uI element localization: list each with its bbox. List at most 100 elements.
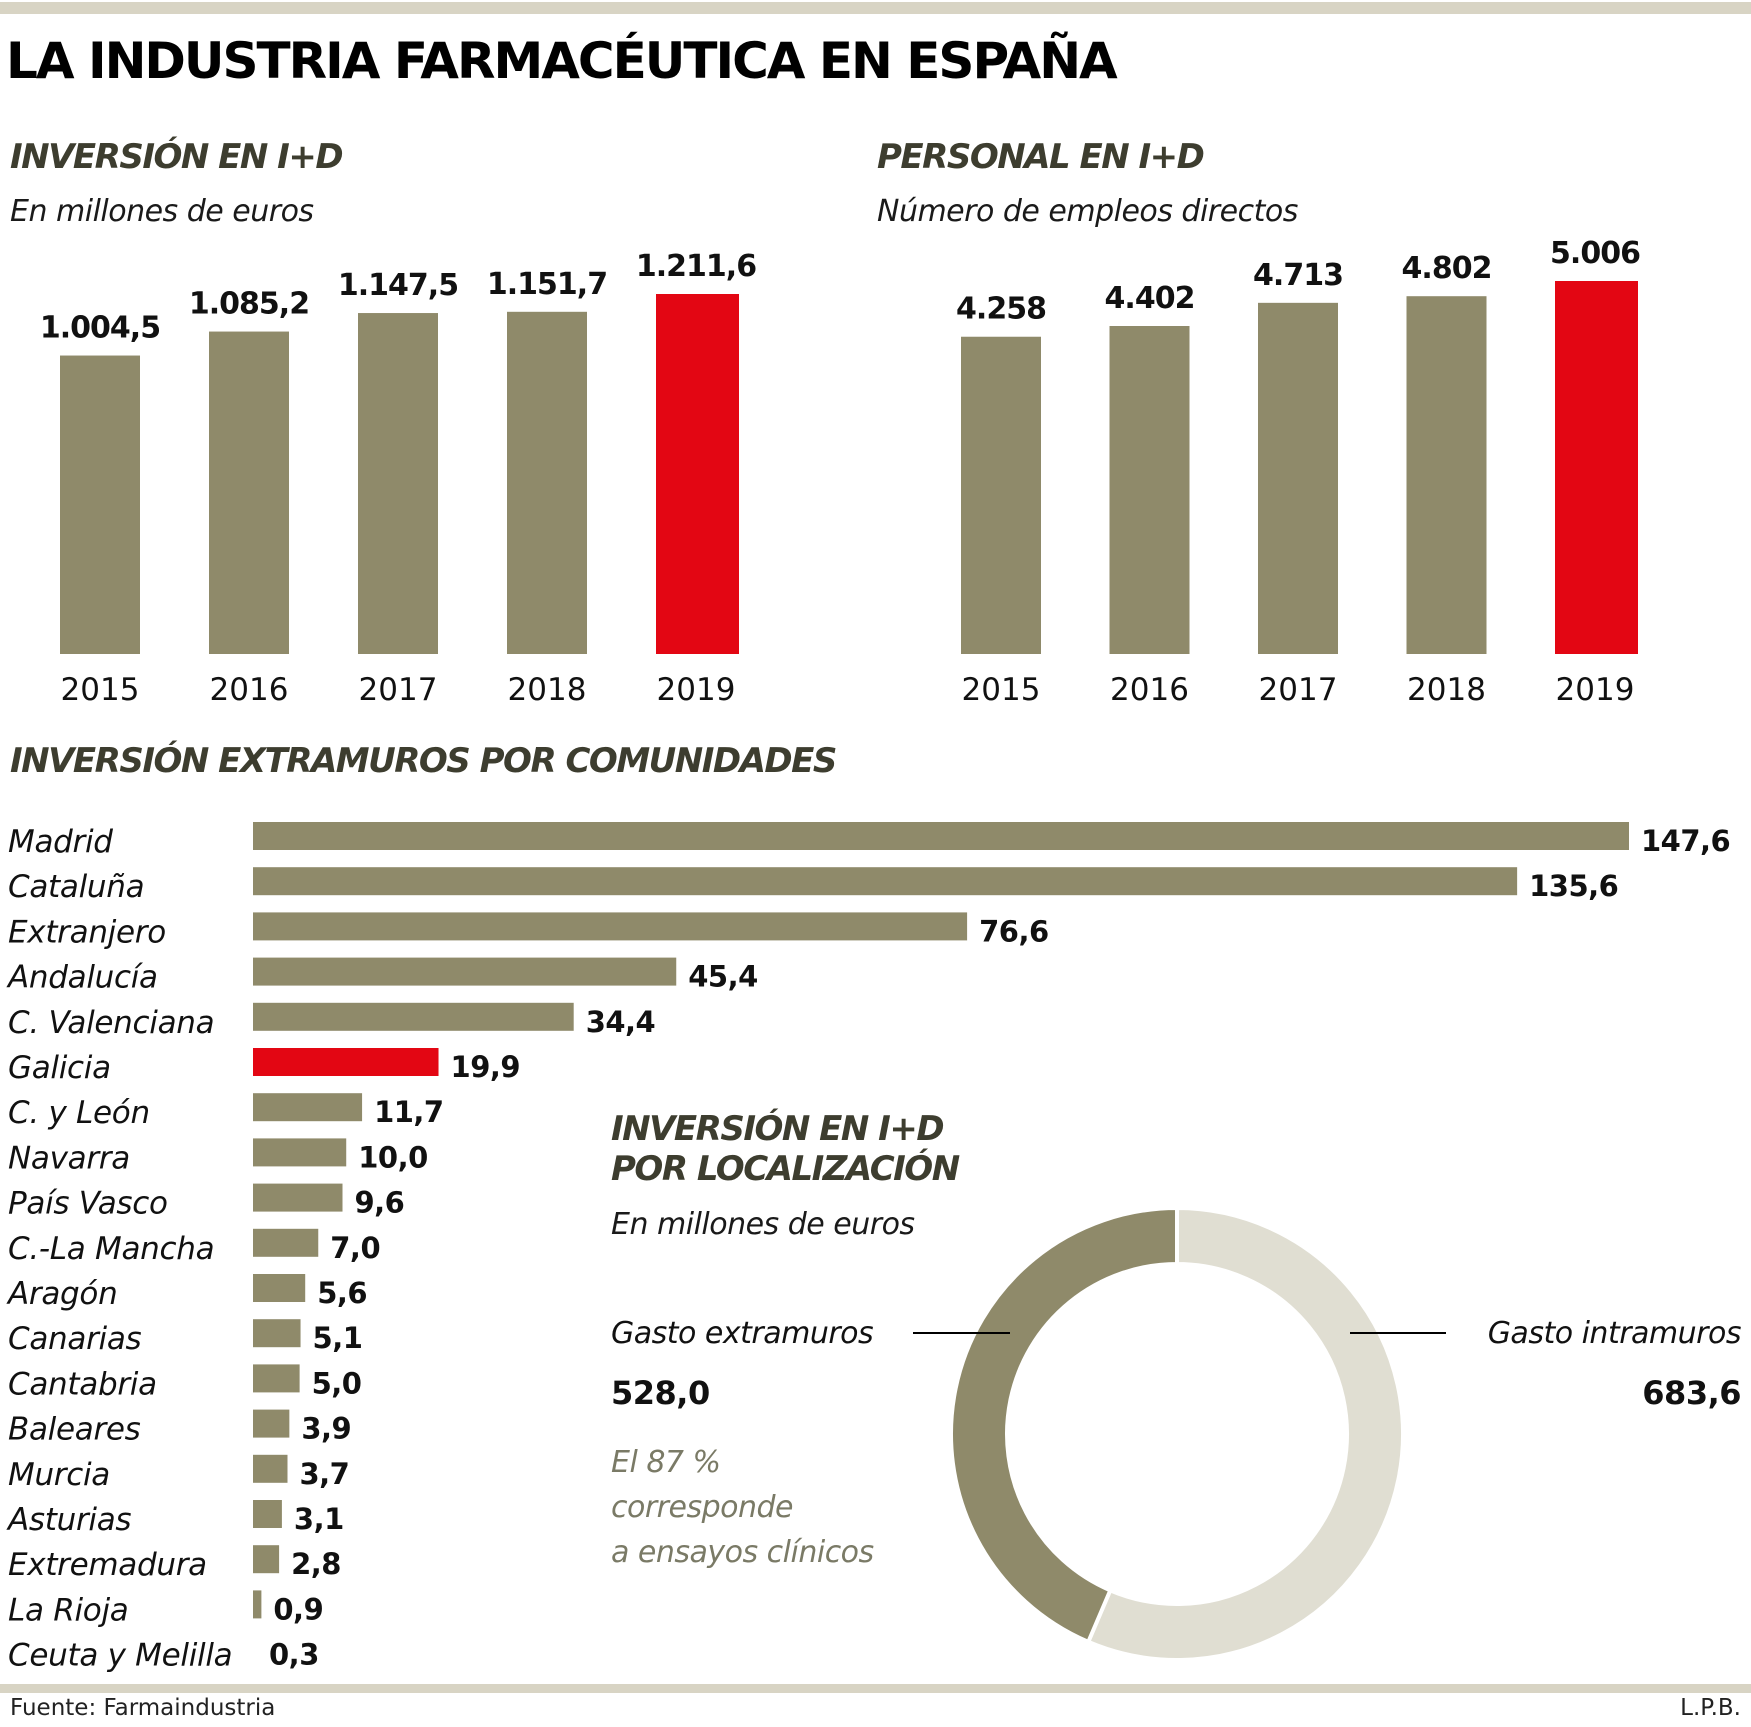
region-value: 11,7 [374, 1095, 444, 1129]
region-label: Andalucía [6, 960, 158, 996]
region-value: 19,9 [451, 1050, 521, 1084]
region-bar-madrid [253, 822, 1629, 850]
region-label: Murcia [8, 1457, 110, 1493]
inversion-year-label: 2015 [61, 672, 140, 708]
region-value: 147,6 [1641, 824, 1730, 858]
region-bar-asturias [253, 1500, 282, 1528]
region-value: 0,3 [269, 1638, 319, 1672]
inversion-year-label: 2017 [359, 672, 438, 708]
personal-bar-2018 [1406, 296, 1487, 654]
region-value: 10,0 [358, 1140, 428, 1174]
region-value: 5,0 [312, 1366, 362, 1400]
region-bar-andaluc-a [253, 957, 677, 986]
inversion-year-label: 2018 [508, 672, 587, 708]
region-bar-catalu-a [253, 867, 1518, 896]
inversion-bar-2017 [358, 313, 438, 654]
region-label: Aragón [6, 1276, 117, 1312]
inversion-subtitle: En millones de euros [10, 194, 314, 229]
personal-bar-2016 [1109, 326, 1190, 654]
inversion-bar-2019 [656, 294, 739, 654]
inversion-value-label: 1.151,7 [487, 267, 607, 302]
extramuros-value: 528,0 [611, 1374, 710, 1412]
region-bar-cantabria [253, 1364, 300, 1393]
region-bar-c-la-mancha [253, 1228, 319, 1257]
region-value: 0,9 [273, 1592, 323, 1626]
region-bar-pa-s-vasco [253, 1183, 343, 1212]
region-label: Navarra [8, 1140, 130, 1176]
region-label: País Vasco [8, 1186, 168, 1222]
personal-value-label: 5.006 [1550, 236, 1640, 271]
region-value: 5,1 [313, 1321, 363, 1355]
region-value: 7,0 [330, 1231, 380, 1265]
personal-year-label: 2019 [1556, 672, 1635, 708]
top-rule [0, 2, 1751, 14]
region-value: 9,6 [354, 1186, 404, 1220]
page-title: LA INDUSTRIA FARMACÉUTICA EN ESPAÑA [6, 32, 1118, 90]
region-label: Asturias [6, 1502, 131, 1538]
region-value: 135,6 [1529, 869, 1618, 903]
inversion-year-label: 2016 [210, 672, 289, 708]
inversion-bar-2016 [209, 331, 289, 654]
region-label: Extranjero [8, 914, 166, 950]
region-label: Baleares [8, 1412, 141, 1448]
region-bar-baleares [253, 1409, 290, 1438]
region-bar-c-y-le-n [253, 1093, 363, 1122]
inversion-value-label: 1.004,5 [40, 311, 160, 346]
inversion-value-label: 1.147,5 [338, 268, 458, 303]
inversion-value-label: 1.211,6 [636, 249, 756, 284]
region-value: 3,1 [294, 1502, 344, 1536]
region-bar-arag-n [253, 1274, 306, 1302]
personal-year-label: 2016 [1110, 672, 1189, 708]
region-label: C. Valenciana [8, 1005, 214, 1041]
region-label: Cataluña [8, 869, 144, 905]
region-value: 3,7 [299, 1457, 349, 1491]
personal-bar-2019 [1555, 281, 1638, 654]
region-bar-murcia [253, 1454, 288, 1483]
personal-bar-2017 [1258, 302, 1338, 654]
credit: L.P.B. [1680, 1695, 1741, 1721]
personal-subtitle: Número de empleos directos [877, 194, 1298, 229]
region-value: 45,4 [688, 960, 758, 994]
personal-bar-2015 [961, 336, 1041, 654]
inversion-year-label: 2019 [657, 672, 736, 708]
inversion-value-label: 1.085,2 [189, 287, 309, 322]
personal-value-label: 4.802 [1402, 251, 1492, 286]
personal-value-label: 4.713 [1253, 258, 1343, 293]
personal-value-label: 4.402 [1105, 281, 1195, 316]
region-label: C. y León [8, 1095, 150, 1131]
clinical-trials-note: corresponde [611, 1490, 793, 1525]
personal-year-label: 2017 [1259, 672, 1338, 708]
region-label: Extremadura [8, 1547, 207, 1583]
personal-year-label: 2018 [1407, 672, 1486, 708]
comunidades-title: INVERSIÓN EXTRAMUROS POR COMUNIDADES [10, 741, 837, 781]
region-bar-la-rioja [253, 1590, 262, 1619]
personal-title: PERSONAL EN I+D [877, 137, 1205, 177]
region-label: Ceuta y Melilla [8, 1638, 232, 1674]
region-value: 3,9 [301, 1412, 351, 1446]
localizacion-subtitle: En millones de euros [611, 1207, 915, 1242]
region-value: 5,6 [317, 1276, 367, 1310]
source-note: Fuente: Farmaindustria [10, 1695, 276, 1721]
personal-value-label: 4.258 [956, 292, 1046, 327]
personal-year-label: 2015 [962, 672, 1041, 708]
inversion-title: INVERSIÓN EN I+D [10, 137, 344, 177]
region-bar-canarias [253, 1319, 301, 1348]
region-bar-galicia [253, 1048, 439, 1076]
donut-slice-extramuros [949, 1205, 1179, 1645]
localizacion-title-1: INVERSIÓN EN I+D [611, 1109, 945, 1149]
region-label: C.-La Mancha [8, 1231, 214, 1267]
bottom-rule [0, 1684, 1751, 1693]
region-label: Galicia [8, 1050, 111, 1086]
region-value: 34,4 [586, 1005, 656, 1039]
inversion-bar-2015 [60, 355, 140, 654]
region-bar-extranjero [253, 912, 968, 941]
clinical-trials-note: El 87 % [611, 1445, 721, 1480]
region-bar-extremadura [253, 1545, 280, 1574]
region-label: Canarias [8, 1321, 142, 1357]
region-bar-c-valenciana [253, 1002, 574, 1031]
clinical-trials-note: a ensayos clínicos [611, 1535, 874, 1570]
region-label: Madrid [8, 824, 113, 860]
intramuros-value: 683,6 [1642, 1374, 1741, 1412]
region-bar-navarra [253, 1138, 347, 1167]
region-value: 2,8 [291, 1547, 341, 1581]
